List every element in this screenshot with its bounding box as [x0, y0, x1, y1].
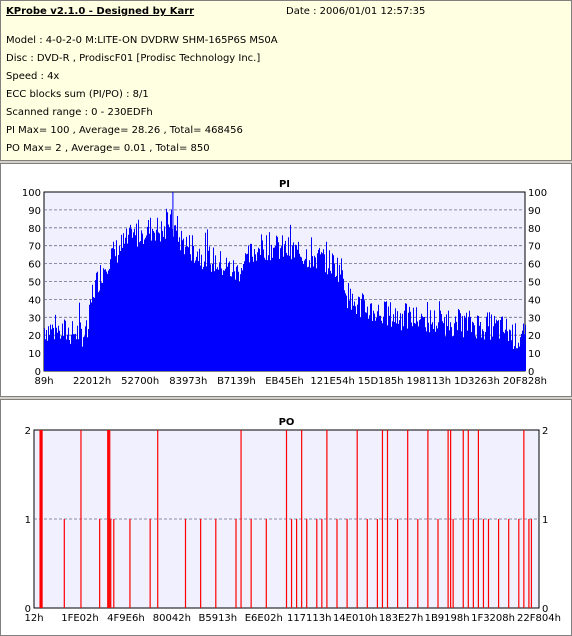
pi-xtick: 52700h: [121, 376, 159, 387]
po-xtick: B5913h: [198, 613, 237, 624]
pi-ytick-left: 70: [28, 242, 41, 253]
pi-xtick: 89h: [34, 376, 53, 387]
pi-ytick-left: 40: [28, 295, 41, 306]
pi-ytick-right: 80: [528, 224, 541, 235]
pi-xtick: 22012h: [73, 376, 111, 387]
pi-ytick-left: 30: [28, 313, 41, 324]
po-xtick: 1FE02h: [61, 613, 99, 624]
speed-line: Speed : 4x: [6, 71, 60, 82]
pi-xtick: 20F828h: [503, 376, 547, 387]
po-chart-panel: 0 0 1 1 2 2 12h 1FE02h 4F9E6h 80042h B5913h E6E02h 1…: [0, 399, 572, 636]
pi-chart-panel: 0 0 10 10 20 20 30 30 40 40 50 50 60 60 70 70 80 80 90 90 10…: [0, 163, 572, 397]
po-chart: 0 0 1 1 2 2 12h 1FE02h 4F9E6h 80042h B5913h E6E02h 1…: [24, 417, 561, 624]
pi-ytick-right: 30: [528, 313, 541, 324]
pi-ytick-left: 90: [28, 206, 41, 217]
pi-xtick: 198113h: [407, 376, 452, 387]
pi-ytick-left: 60: [28, 260, 41, 271]
pi-title: PI: [279, 179, 290, 190]
pi-ytick-left: 20: [28, 331, 41, 342]
pi-ytick-right: 50: [528, 278, 541, 289]
po-title: PO: [279, 417, 295, 428]
po-xtick: 22F804h: [517, 613, 561, 624]
po-xtick: E6E02h: [245, 613, 283, 624]
po-xtick: 1B9198h: [425, 613, 470, 624]
range-line: Scanned range : 0 - 230EDFh: [6, 107, 153, 118]
pi-ytick-right: 70: [528, 242, 541, 253]
pi-xtick: EB45Eh: [265, 376, 304, 387]
pi-xtick: 1D3263h: [454, 376, 500, 387]
pi-xtick: B7139h: [217, 376, 256, 387]
po-xtick: 14E010h: [333, 613, 377, 624]
pi-ytick-left: 50: [28, 278, 41, 289]
pi-ytick-left: 0: [35, 367, 41, 378]
pi-series: [44, 208, 526, 371]
po-ytick-left: 2: [25, 426, 31, 437]
pi-xtick: 83973h: [169, 376, 207, 387]
po-xtick: 80042h: [153, 613, 191, 624]
pi-ytick-right: 40: [528, 295, 541, 306]
po-stats-line: PO Max= 2 , Average= 0.01 , Total= 850: [6, 143, 210, 154]
po-xtick: 183E27h: [379, 613, 423, 624]
app-title: KProbe v2.1.0 - Designed by Karr: [6, 6, 195, 17]
pi-stats-line: PI Max= 100 , Average= 28.26 , Total= 46…: [6, 125, 243, 136]
po-ytick-left: 1: [25, 515, 31, 526]
pi-ytick-left: 100: [22, 188, 41, 199]
pi-ytick-left: 80: [28, 224, 41, 235]
pi-xtick: 15D185h: [358, 376, 404, 387]
pi-ytick-right: 90: [528, 206, 541, 217]
po-ytick-right: 0: [542, 604, 548, 615]
ecc-line: ECC blocks sum (PI/PO) : 8/1: [6, 89, 149, 100]
po-xtick: 4F9E6h: [107, 613, 145, 624]
pi-chart: 0 0 10 10 20 20 30 30 40 40 50 50 60 60 70 70 80 80 90 90 10…: [22, 179, 547, 387]
pi-ytick-right: 100: [528, 188, 547, 199]
pi-ytick-right: 0: [528, 367, 534, 378]
pi-ytick-right: 10: [528, 349, 541, 360]
pi-ytick-left: 10: [28, 349, 41, 360]
po-xtick: 1F3208h: [471, 613, 515, 624]
info-panel: KProbe v2.1.0 - Designed by Karr Date : …: [0, 0, 572, 161]
po-ytick-right: 2: [542, 426, 548, 437]
scan-date: Date : 2006/01/01 12:57:35: [286, 6, 426, 17]
po-ytick-right: 1: [542, 515, 548, 526]
po-ytick-left: 0: [25, 604, 31, 615]
po-xtick: 117113h: [287, 613, 332, 624]
po-xtick: 12h: [24, 613, 43, 624]
pi-xtick: 121E54h: [310, 376, 354, 387]
pi-ytick-right: 60: [528, 260, 541, 271]
disc-line: Disc : DVD-R , ProdiscF01 [Prodisc Techn…: [6, 53, 261, 64]
model-line: Model : 4-0-2-0 M:LITE-ON DVDRW SHM-165P…: [6, 35, 278, 46]
pi-ytick-right: 20: [528, 331, 541, 342]
